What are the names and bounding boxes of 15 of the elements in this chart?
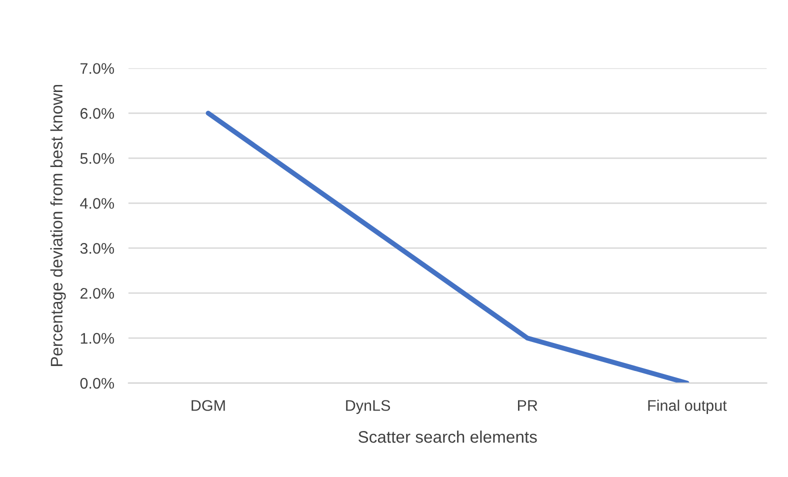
line-series xyxy=(206,110,690,384)
y-tick-label: 6.0% xyxy=(80,108,114,119)
x-tick-label: Final output xyxy=(648,400,727,414)
y-tick-label: 5.0% xyxy=(80,153,114,164)
x-tick-label: DGM xyxy=(192,400,225,411)
y-tick-label: 3.0% xyxy=(80,242,114,254)
y-tick-label: 7.0% xyxy=(80,63,114,74)
y-tick-label: 2.0% xyxy=(80,288,114,299)
x-tick-label: DynLS xyxy=(346,400,390,414)
y-tick-label: 1.0% xyxy=(80,332,114,344)
y-axis-title: Percentage deviation from best known xyxy=(50,84,66,366)
y-tick-label: 4.0% xyxy=(80,198,114,209)
y-tick-label: 0.0% xyxy=(80,378,114,389)
x-axis-title: Scatter search elements xyxy=(358,430,537,443)
x-tick-label: PR xyxy=(518,400,538,411)
